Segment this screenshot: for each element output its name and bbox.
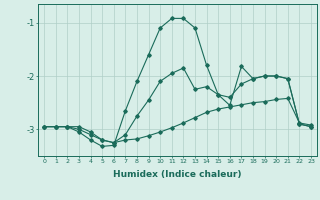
X-axis label: Humidex (Indice chaleur): Humidex (Indice chaleur) — [113, 170, 242, 179]
